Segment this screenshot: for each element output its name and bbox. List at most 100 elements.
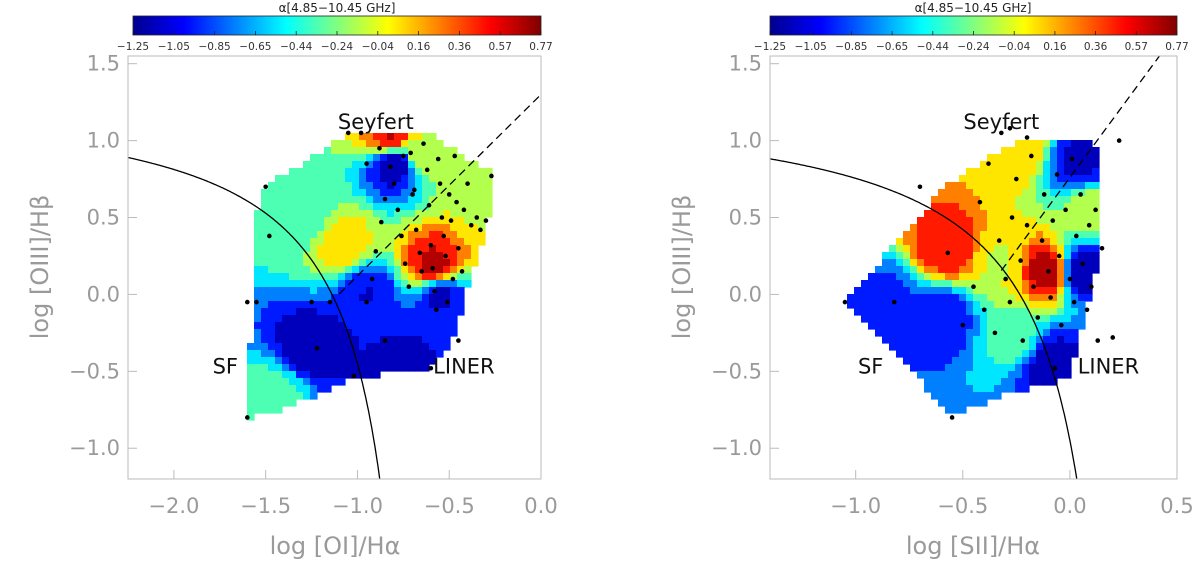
contour-cell [429, 329, 437, 337]
contour-fill [247, 133, 493, 421]
contour-cell [436, 308, 444, 316]
contour-cell [1036, 364, 1044, 372]
contour-cell [1057, 336, 1065, 344]
contour-cell [268, 217, 276, 225]
contour-cell [1057, 154, 1065, 162]
contour-cell [952, 371, 960, 379]
contour-cell [394, 343, 402, 351]
contour-cell [994, 273, 1002, 281]
contour-cell [359, 294, 367, 302]
contour-cell [861, 315, 869, 323]
contour-cell [338, 308, 346, 316]
contour-cell [366, 161, 374, 169]
data-point [424, 167, 430, 173]
contour-cell [1015, 357, 1023, 365]
colorbar-left: α[4.85−10.45 GHz] −1.25 −1.05 −0.85 −0.65 −0… [117, 1, 553, 53]
data-point [468, 222, 474, 228]
contour-cell [1022, 294, 1030, 302]
contour-cell [415, 231, 423, 239]
contour-cell [443, 238, 451, 246]
contour-cell [268, 238, 276, 246]
colorbar-title: α[4.85−10.45 GHz] [915, 1, 1032, 15]
contour-cell [945, 336, 953, 344]
contour-cell [924, 308, 932, 316]
contour-cell [1043, 364, 1051, 372]
contour-cell [896, 259, 904, 267]
contour-cell [952, 259, 960, 267]
contour-cell [310, 322, 318, 330]
contour-cell [896, 315, 904, 323]
data-point [406, 284, 412, 290]
contour-cell [931, 231, 939, 239]
contour-cell [359, 182, 367, 190]
contour-cell [980, 189, 988, 197]
contour-cell [1022, 329, 1030, 337]
data-point [1024, 222, 1030, 228]
contour-cell [408, 196, 416, 204]
contour-cell [422, 266, 430, 274]
contour-cell [359, 252, 367, 260]
contour-cell [331, 322, 339, 330]
contour-cell [1085, 217, 1093, 225]
contour-cell [359, 357, 367, 365]
contour-cell [931, 336, 939, 344]
contour-cell [987, 357, 995, 365]
y-tick-label: 0.0 [87, 282, 120, 306]
contour-cell [450, 231, 458, 239]
contour-cell [1092, 182, 1100, 190]
contour-cell [1008, 147, 1016, 155]
x-tick-label: −0.5 [937, 494, 988, 518]
contour-cell [443, 308, 451, 316]
contour-cell [401, 168, 409, 176]
contour-cell [485, 182, 493, 190]
contour-cell [394, 154, 402, 162]
contour-cell [973, 371, 981, 379]
contour-cell [1071, 154, 1079, 162]
data-point [1029, 153, 1034, 159]
contour-cell [436, 210, 444, 218]
data-point [428, 242, 434, 248]
contour-cell [443, 147, 451, 155]
data-point [437, 181, 443, 186]
contour-cell [478, 196, 486, 204]
contour-cell [436, 252, 444, 260]
contour-cell [938, 350, 946, 358]
data-point [999, 130, 1004, 136]
contour-cell [1064, 203, 1072, 211]
contour-cell [952, 357, 960, 365]
contour-cell [1057, 266, 1065, 274]
contour-cell [359, 217, 367, 225]
data-point [1007, 125, 1013, 131]
contour-cell [903, 245, 911, 253]
contour-cell [345, 336, 353, 344]
y-tick-label: 0.5 [87, 206, 120, 230]
contour-cell [973, 189, 981, 197]
contour-cell [959, 175, 967, 183]
contour-cell [966, 259, 974, 267]
x-tick-label: 0.5 [1160, 494, 1193, 518]
contour-cell [338, 140, 346, 148]
contour-cell [317, 266, 325, 274]
contour-cell [380, 224, 388, 232]
contour-cell [994, 287, 1002, 295]
contour-cell [401, 203, 409, 211]
contour-cell [422, 357, 430, 365]
contour-cell [352, 287, 360, 295]
contour-cell [1022, 210, 1030, 218]
contour-cell [373, 182, 381, 190]
data-point [434, 307, 439, 313]
contour-cell [324, 371, 332, 379]
contour-cell [303, 350, 311, 358]
colorbar-tick-label: −0.65 [876, 41, 908, 53]
contour-cell [380, 301, 388, 309]
contour-cell [380, 217, 388, 225]
contour-cell [1092, 245, 1100, 253]
contour-cell [994, 329, 1002, 337]
contour-cell [345, 364, 353, 372]
contour-cell [1036, 294, 1044, 302]
contour-cell [380, 273, 388, 281]
contour-cell [261, 294, 269, 302]
contour-cell [429, 308, 437, 316]
data-point [1035, 315, 1041, 320]
contour-cell [931, 245, 939, 253]
